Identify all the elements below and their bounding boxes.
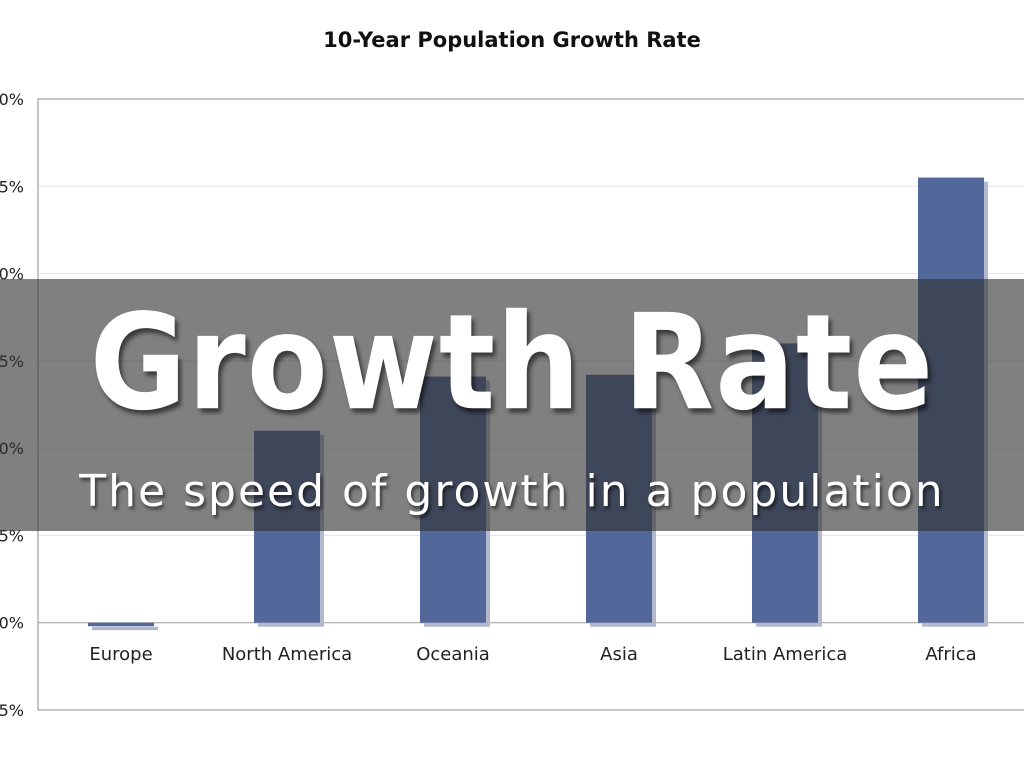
chart-title: 10-Year Population Growth Rate (323, 28, 701, 52)
overlay-title: Growth Rate (89, 285, 935, 440)
x-tick-label: North America (222, 644, 352, 665)
y-tick-label: 0% (0, 614, 24, 633)
x-tick-label: Africa (925, 644, 976, 665)
x-axis-labels: Europe North America Oceania Asia Latin Amer… (89, 644, 976, 665)
y-tick-label: 5% (0, 177, 24, 196)
y-tick-label: 5% (0, 526, 24, 545)
bar-shadow (92, 626, 158, 631)
x-tick-label: Latin America (723, 644, 848, 665)
x-tick-label: Asia (600, 644, 638, 665)
overlay-subtitle: The speed of growth in a population (79, 466, 945, 517)
y-tick-label: 0% (0, 265, 24, 284)
bar-europe (88, 622, 154, 627)
x-tick-label: Oceania (416, 644, 490, 665)
y-tick-label: 5% (0, 701, 24, 720)
y-tick-label: 0% (0, 90, 24, 109)
x-tick-label: Europe (89, 644, 152, 665)
overlay-band (0, 279, 1024, 531)
